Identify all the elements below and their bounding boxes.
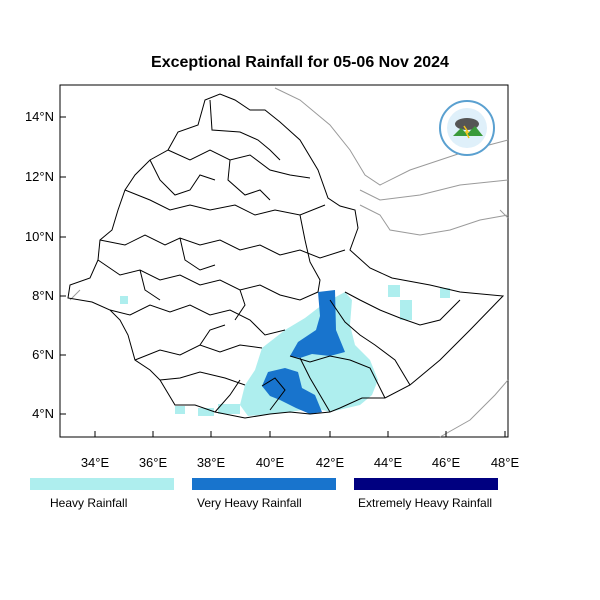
lon-label-44e: 44°E [373,455,403,470]
lat-label-12n: 12°N [24,169,54,184]
lon-label-34e: 34°E [80,455,110,470]
lon-label-42e: 42°E [315,455,345,470]
ethiopia-boundaries [67,93,505,419]
meteorology-agency-logo-icon [439,100,495,156]
map-title: Exceptional Rainfall for 05-06 Nov 2024 [151,54,449,71]
lon-label-40e: 40°E [255,455,285,470]
legend-label-heavy: Heavy Rainfall [50,496,128,510]
lat-label-6n: 6°N [32,347,54,362]
legend-label-very-heavy: Very Heavy Rainfall [197,496,302,510]
legend-swatch-extremely-heavy [354,478,498,490]
lon-label-48e: 48°E [490,455,520,470]
lat-label-4n: 4°N [32,406,54,421]
very-heavy-rainfall-areas [262,290,345,414]
lat-label-8n: 8°N [32,288,54,303]
neighbor-borders [69,87,509,438]
legend-label-extremely-heavy: Extremely Heavy Rainfall [358,496,493,510]
lat-label-14n: 14°N [24,109,54,124]
lon-label-46e: 46°E [431,455,461,470]
legend-swatch-heavy [30,478,174,490]
lat-label-10n: 10°N [24,229,54,244]
legend-swatch-very-heavy [192,478,336,490]
lon-label-38e: 38°E [196,455,226,470]
axis-ticks [60,116,506,437]
lon-label-36e: 36°E [138,455,168,470]
